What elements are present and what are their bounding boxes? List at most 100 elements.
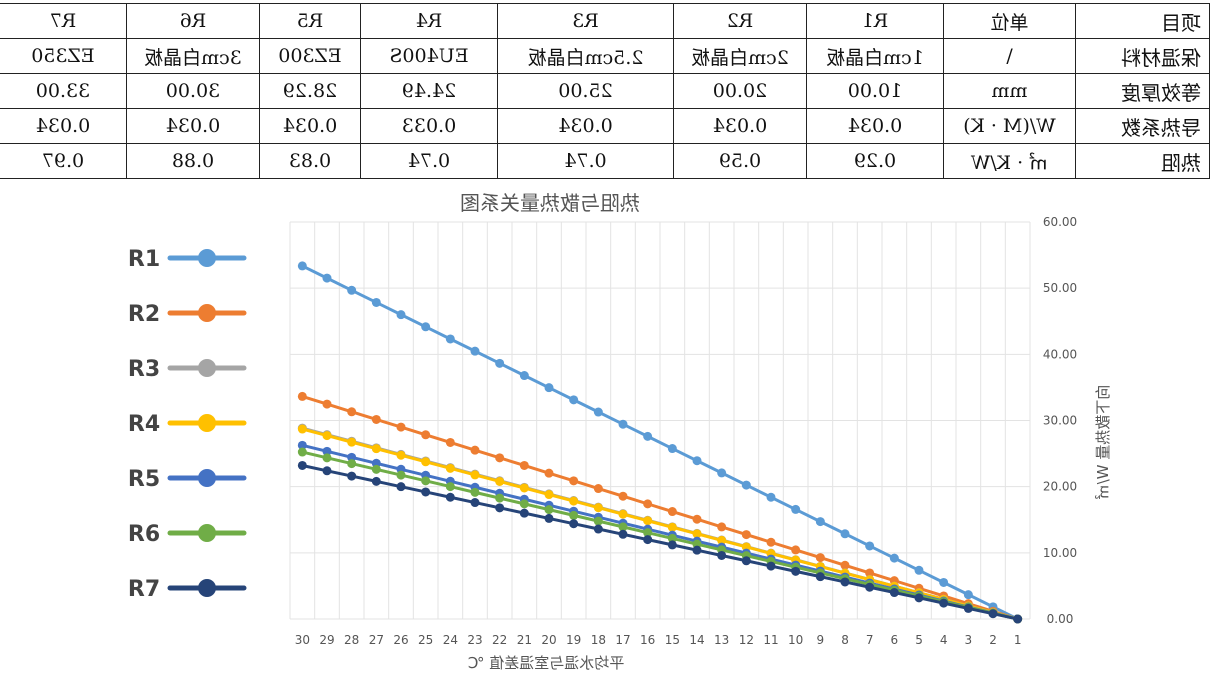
data-point <box>322 466 332 476</box>
data-point <box>569 395 579 405</box>
data-point <box>717 522 727 532</box>
x-tick-label: 26 <box>393 633 408 647</box>
data-point <box>421 322 431 332</box>
data-point <box>791 566 801 576</box>
x-axis: 1234567891011121314151617181920212223242… <box>295 633 1022 647</box>
table-cell: EZ350 <box>0 38 127 74</box>
data-point <box>593 516 603 526</box>
data-point <box>445 463 455 473</box>
data-point <box>519 499 529 509</box>
table-cell: 0.034 <box>806 108 944 144</box>
table-cell: EZ300 <box>259 38 361 74</box>
data-point <box>618 529 628 539</box>
data-point <box>347 437 357 447</box>
data-point <box>865 541 875 551</box>
data-point <box>371 444 381 454</box>
line-chart: 热阻与散热量关系图 0.00 10.00 20.00 30.00 40.00 50.00 6… <box>128 191 1112 672</box>
legend-label-r2: R2 <box>128 302 160 327</box>
x-axis-title: 平均水温与室温差值 ℃ <box>468 654 625 672</box>
table-header-cell: R1 <box>806 3 944 39</box>
data-point <box>618 491 628 501</box>
table-cell: 0.034 <box>497 108 674 144</box>
y-tick-label: 40.00 <box>1043 347 1077 361</box>
data-point <box>914 565 924 575</box>
table-header-cell: 项目 <box>1075 3 1210 39</box>
data-point <box>347 471 357 481</box>
table-header-cell: R2 <box>673 3 807 39</box>
legend-label-r5: R5 <box>128 467 160 492</box>
data-point <box>889 553 899 563</box>
data-point <box>347 452 357 462</box>
y-tick-label: 60.00 <box>1043 215 1077 229</box>
data-point <box>692 514 702 524</box>
data-point <box>865 582 875 592</box>
x-tick-label: 14 <box>689 633 704 647</box>
data-point <box>667 507 677 517</box>
data-point <box>445 482 455 492</box>
data-point <box>544 468 554 478</box>
data-point <box>421 457 431 467</box>
table-cell: 0.033 <box>360 108 498 144</box>
table-header-cell: R7 <box>0 3 127 39</box>
data-point <box>717 468 727 478</box>
data-point <box>396 450 406 460</box>
table-row: 保温材料 \ 1cm白晶板 2cm白晶板 2.5cm白晶板 EU400S EZ3… <box>0 38 1210 74</box>
data-point <box>1013 614 1023 624</box>
data-point <box>643 535 653 545</box>
data-point <box>766 561 776 571</box>
data-point <box>371 414 381 424</box>
data-point <box>963 590 973 600</box>
data-point <box>593 503 603 513</box>
data-point <box>618 419 628 429</box>
data-point <box>692 529 702 539</box>
data-point <box>519 483 529 493</box>
data-point <box>445 492 455 502</box>
data-point <box>297 460 307 470</box>
table-cell: 0.034 <box>673 108 807 144</box>
table-row: 导热系数 W/(M · K) 0.034 0.034 0.034 0.033 0… <box>0 108 1210 144</box>
data-point <box>741 556 751 566</box>
x-tick-label: 1 <box>1014 633 1022 647</box>
data-point <box>371 464 381 474</box>
x-tick-label: 15 <box>665 633 680 647</box>
legend-label-r7: R7 <box>128 577 160 602</box>
data-point <box>717 535 727 545</box>
table-cell: 25.00 <box>497 73 674 109</box>
data-point <box>692 545 702 555</box>
table-cell: 0.034 <box>126 108 260 144</box>
data-point <box>939 577 949 587</box>
data-point <box>791 504 801 514</box>
data-point <box>667 522 677 532</box>
table-header-cell: 单位 <box>943 3 1076 39</box>
table-header-cell: R6 <box>126 3 260 39</box>
x-tick-label: 6 <box>891 633 899 647</box>
series-line-r1 <box>301 264 1019 621</box>
table-cell: 0.034 <box>0 108 127 144</box>
data-point <box>939 598 949 608</box>
table-header-cell: R3 <box>497 3 674 39</box>
x-tick-label: 18 <box>591 633 606 647</box>
parameter-table: 项目 单位 R1 R2 R3 R4 R5 R6 R7 保温材料 \ 1cm白晶板… <box>0 3 1210 179</box>
data-point <box>643 499 653 509</box>
x-tick-label: 9 <box>817 633 825 647</box>
x-tick-label: 24 <box>443 633 458 647</box>
y-axis-title: 向下散热量 W/㎡ <box>1094 385 1112 500</box>
table-cell: 20.00 <box>673 73 807 109</box>
legend-swatch-marker <box>198 359 216 377</box>
y-tick-label: 0.00 <box>1047 612 1074 626</box>
x-tick-label: 21 <box>517 633 532 647</box>
table-cell: 0.74 <box>360 143 498 179</box>
data-point <box>544 490 554 500</box>
data-point <box>815 517 825 527</box>
legend-swatch-marker <box>198 469 216 487</box>
legend-swatch-marker <box>198 304 216 322</box>
legend-label-r6: R6 <box>128 522 160 547</box>
data-point <box>495 453 505 463</box>
table-cell: 33.00 <box>0 73 127 109</box>
x-tick-label: 28 <box>344 633 359 647</box>
x-tick-label: 11 <box>763 633 778 647</box>
data-point <box>593 524 603 534</box>
data-point <box>445 437 455 447</box>
x-tick-label: 8 <box>841 633 849 647</box>
table-cell: 0.83 <box>259 143 361 179</box>
